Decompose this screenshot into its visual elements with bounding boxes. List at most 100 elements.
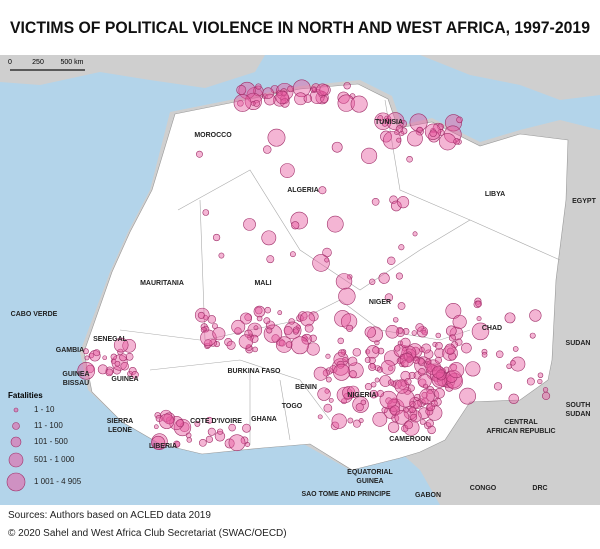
event-marker: [456, 116, 463, 124]
event-marker: [495, 350, 504, 359]
event-marker: [399, 353, 414, 368]
copyright: © 2020 Sahel and West Africa Club Secret…: [8, 528, 287, 539]
event-marker: [542, 387, 549, 393]
event-marker: [276, 89, 283, 96]
event-marker: [163, 412, 176, 425]
event-marker: [202, 209, 210, 216]
event-marker: [476, 316, 482, 322]
event-marker: [465, 361, 481, 377]
event-marker: [417, 373, 432, 388]
event-marker: [385, 324, 400, 339]
country-label: SIERRA: [107, 418, 133, 425]
event-marker: [340, 313, 358, 330]
event-marker: [228, 423, 236, 432]
event-marker: [411, 330, 417, 336]
country-label: TOGO: [282, 403, 303, 410]
event-marker: [317, 414, 323, 420]
event-marker: [216, 428, 224, 435]
event-marker: [244, 441, 250, 448]
country-label: DRC: [532, 485, 547, 492]
event-marker: [504, 312, 516, 324]
event-marker: [475, 300, 482, 308]
country-label: ALGERIA: [287, 187, 319, 194]
event-marker: [419, 388, 435, 405]
event-marker: [529, 309, 542, 322]
event-markers: [77, 79, 551, 452]
legend-symbol: [12, 422, 20, 430]
event-marker: [336, 360, 345, 369]
event-marker: [340, 349, 347, 355]
event-marker: [331, 141, 343, 153]
event-marker: [364, 326, 376, 338]
event-marker: [537, 372, 544, 379]
event-marker: [512, 346, 519, 352]
event-marker: [393, 317, 399, 323]
source: Sources: Authors based on ACLED data 201…: [8, 510, 211, 521]
event-marker: [346, 324, 354, 332]
event-marker: [347, 385, 360, 399]
event-marker: [445, 303, 462, 319]
event-marker: [77, 361, 96, 380]
event-marker: [202, 325, 210, 333]
event-marker: [481, 348, 488, 355]
event-marker: [128, 367, 137, 375]
event-marker: [481, 351, 488, 358]
event-marker: [406, 356, 413, 363]
event-marker: [412, 231, 418, 237]
event-marker: [265, 320, 275, 330]
event-marker: [455, 338, 463, 346]
event-marker: [379, 390, 398, 409]
event-marker: [324, 388, 330, 394]
event-marker: [301, 333, 313, 345]
event-marker: [303, 94, 313, 103]
country-label: TUNISIA: [375, 119, 403, 126]
event-marker: [125, 352, 134, 361]
event-marker: [263, 317, 271, 325]
event-marker: [306, 342, 320, 356]
event-marker: [435, 356, 442, 364]
event-marker: [347, 362, 364, 379]
event-marker: [434, 387, 445, 399]
event-marker: [399, 119, 408, 128]
legend-symbol: [13, 407, 19, 413]
event-marker: [430, 399, 438, 407]
event-marker: [151, 435, 166, 450]
event-marker: [407, 130, 423, 147]
event-marker: [376, 366, 384, 373]
event-marker: [250, 101, 256, 106]
event-marker: [323, 403, 333, 413]
country-label: CABO VERDE: [11, 311, 58, 318]
event-marker: [390, 200, 402, 212]
event-marker: [122, 338, 137, 353]
event-marker: [537, 378, 543, 385]
event-marker: [186, 437, 192, 443]
legend-label: 1 - 10: [34, 405, 55, 414]
event-marker: [427, 425, 436, 435]
event-marker: [318, 186, 327, 195]
event-marker: [426, 402, 436, 412]
event-marker: [360, 399, 367, 406]
event-marker: [425, 419, 434, 428]
event-marker: [448, 362, 465, 379]
event-marker: [435, 342, 443, 350]
event-marker: [119, 353, 127, 362]
event-marker: [450, 363, 458, 371]
event-marker: [378, 272, 390, 284]
event-marker: [529, 332, 536, 339]
legend: Fatalities 1 - 10 11 - 100 101 - 500 501 - …: [6, 391, 82, 492]
event-marker: [283, 326, 293, 335]
event-marker: [349, 93, 356, 100]
event-marker: [377, 115, 384, 122]
country-label: GHANA: [251, 416, 277, 423]
event-marker: [262, 87, 274, 99]
event-marker: [352, 419, 361, 428]
event-marker: [105, 368, 114, 377]
legend-label: 11 - 100: [34, 421, 63, 430]
event-marker: [245, 345, 254, 354]
event-marker: [419, 418, 426, 425]
scale-label: 0: [8, 59, 12, 66]
event-marker: [397, 196, 410, 209]
event-marker: [243, 218, 256, 231]
event-marker: [364, 383, 373, 391]
country-label: SENEGAL: [93, 336, 128, 343]
